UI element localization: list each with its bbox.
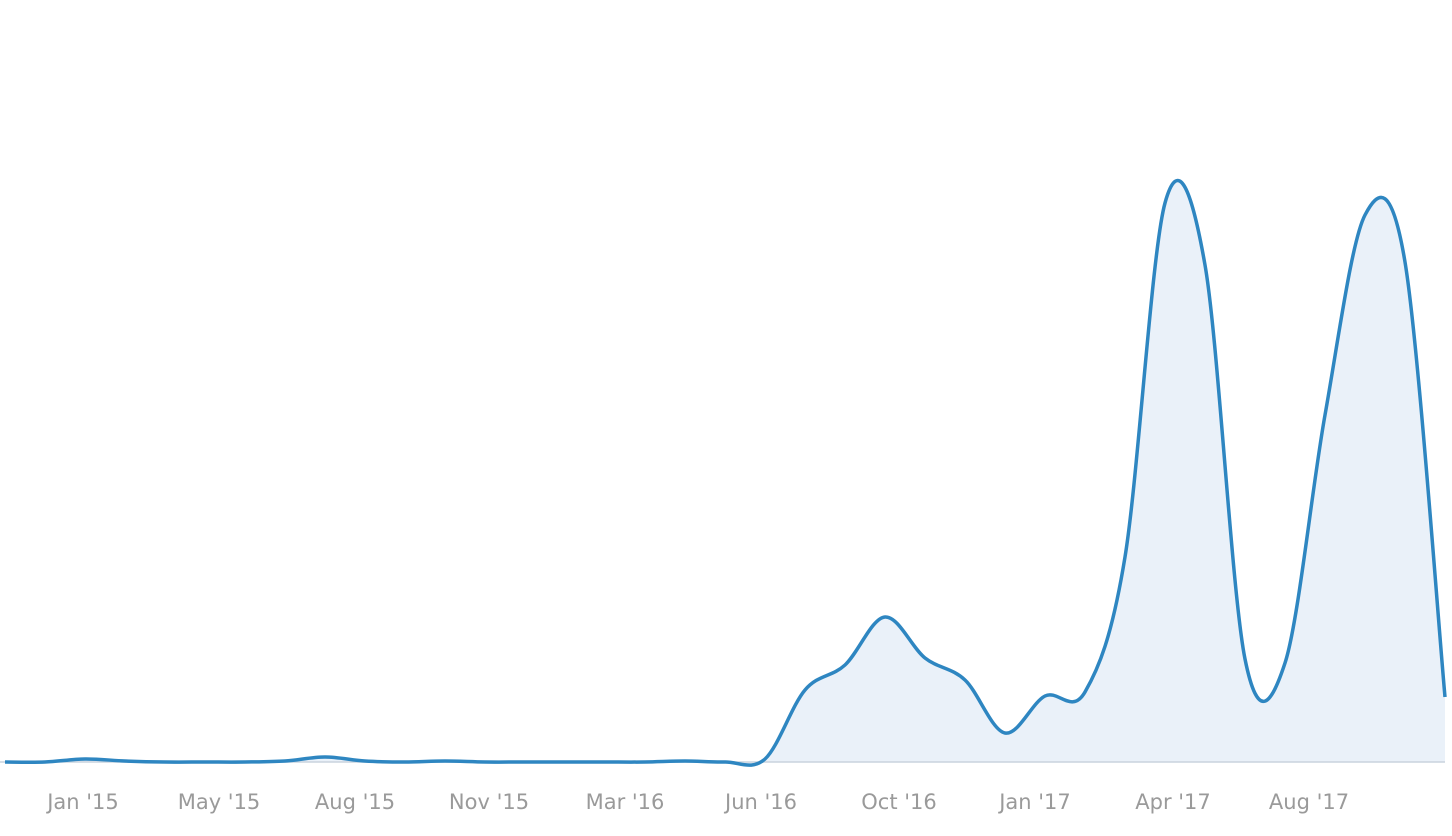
x-tick-label: Nov '15 [449, 790, 529, 814]
x-tick-label: Aug '15 [315, 790, 395, 814]
x-tick-label: Oct '16 [861, 790, 936, 814]
x-tick-label: Mar '16 [586, 790, 665, 814]
x-tick-label: Jan '15 [45, 790, 119, 814]
x-tick-label: Apr '17 [1135, 790, 1211, 814]
x-tick-label: Jun '16 [723, 790, 797, 814]
x-tick-label: Aug '17 [1269, 790, 1349, 814]
x-tick-label: May '15 [178, 790, 261, 814]
x-tick-label: Jan '17 [997, 790, 1071, 814]
line [4, 178, 1447, 767]
area-fill [5, 180, 1445, 766]
